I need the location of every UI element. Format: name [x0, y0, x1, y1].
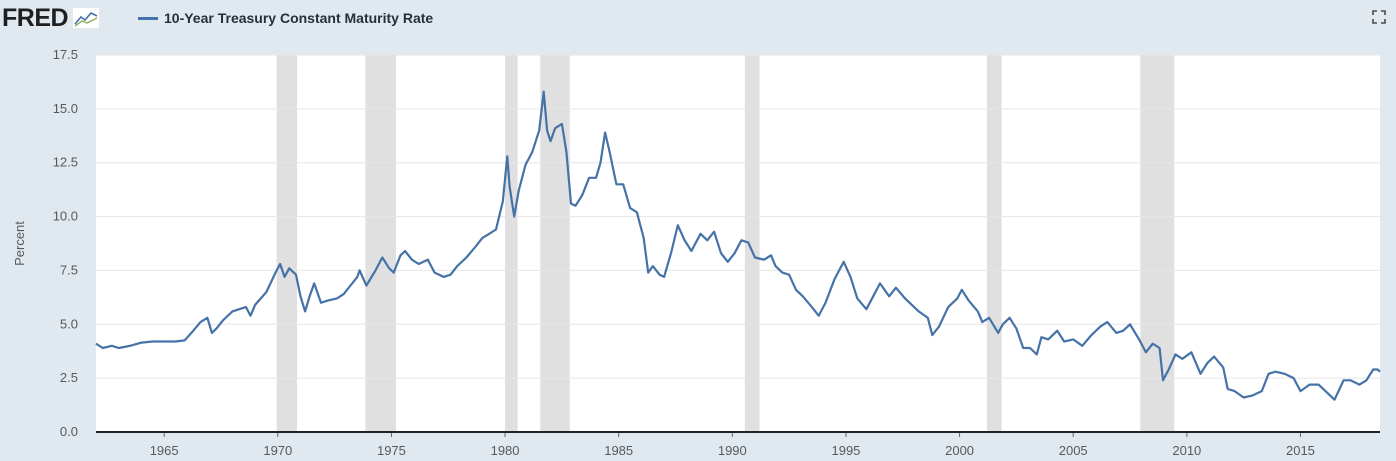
y-tick-label: 10.0 — [53, 209, 78, 224]
series-line[interactable] — [95, 90, 1381, 401]
recession-band — [365, 55, 396, 432]
chart-trend-icon — [72, 7, 101, 29]
x-tick-label: 1980 — [491, 443, 520, 458]
y-tick-label: 0.0 — [60, 424, 78, 439]
y-tick-label: 7.5 — [60, 262, 78, 277]
x-tick-label: 1965 — [150, 443, 179, 458]
recession-band — [505, 55, 518, 432]
y-axis-title: Percent — [12, 221, 27, 266]
recession-band — [276, 55, 298, 432]
y-tick-label: 15.0 — [53, 101, 78, 116]
recession-band — [1140, 55, 1175, 432]
x-tick-label: 1995 — [831, 443, 860, 458]
legend-label: 10-Year Treasury Constant Maturity Rate — [164, 10, 434, 26]
x-tick-label: 2010 — [1172, 443, 1201, 458]
logo-text: FRED — [2, 4, 69, 32]
x-tick-label: 1975 — [377, 443, 406, 458]
x-tick-label: 2005 — [1059, 443, 1088, 458]
fred-logo[interactable]: FRED — [2, 4, 101, 32]
y-tick-label: 17.5 — [53, 47, 78, 62]
x-tick-label: 1970 — [263, 443, 292, 458]
y-tick-label: 5.0 — [60, 316, 78, 331]
x-tick-label: 1985 — [604, 443, 633, 458]
x-tick-label: 2015 — [1286, 443, 1315, 458]
fullscreen-icon[interactable] — [1372, 10, 1386, 24]
y-tick-label: 2.5 — [60, 370, 78, 385]
chart-header: FRED 10-Year Treasury Constant Maturity … — [0, 0, 1396, 38]
y-tick-label: 12.5 — [53, 155, 78, 170]
legend-swatch — [138, 16, 158, 20]
x-tick-label: 2000 — [945, 443, 974, 458]
x-tick-label: 1990 — [718, 443, 747, 458]
recession-band — [986, 55, 1002, 432]
recession-band — [744, 55, 760, 432]
legend-item[interactable]: 10-Year Treasury Constant Maturity Rate — [138, 8, 433, 28]
